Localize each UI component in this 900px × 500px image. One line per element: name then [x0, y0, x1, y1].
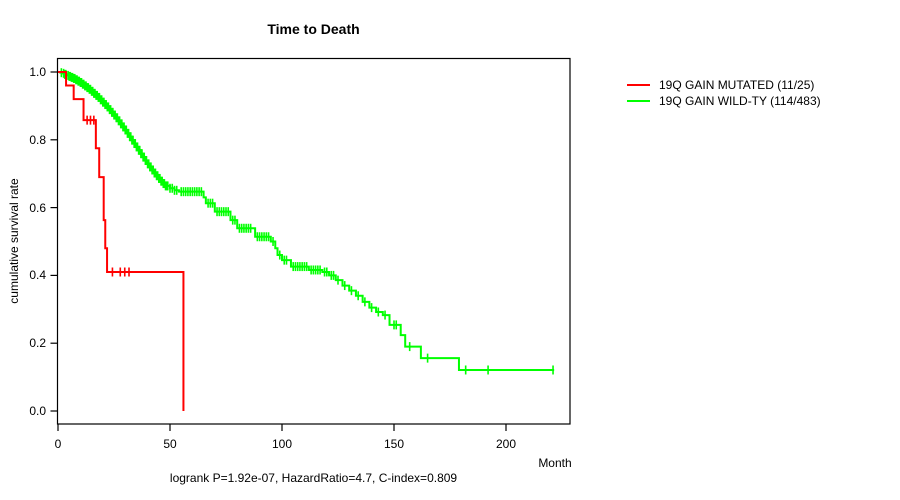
mutated-line-swatch	[627, 84, 650, 86]
wildtype-line-swatch	[627, 100, 650, 102]
x-tick-label: 200	[495, 437, 517, 451]
y-axis-label: cumulative survival rate	[7, 178, 21, 304]
x-tick-label: 100	[271, 437, 293, 451]
y-tick-label: 0.6	[29, 200, 46, 215]
y-tick-label: 1.0	[29, 65, 46, 79]
y-tick-label: 0.0	[29, 404, 46, 418]
y-tick-label: 0.4	[29, 268, 46, 283]
survival-curve	[58, 71, 185, 411]
legend-label-mutated: 19Q GAIN MUTATED (11/25)	[659, 78, 815, 92]
legend-item-mutated: 19Q GAIN MUTATED (11/25)	[627, 78, 821, 92]
plot-box	[56, 57, 571, 425]
legend: 19Q GAIN MUTATED (11/25) 19Q GAIN WILD-T…	[627, 78, 821, 108]
legend-item-wildtype: 19Q GAIN WILD-TY (114/483)	[627, 94, 821, 108]
legend-label-wildtype: 19Q GAIN WILD-TY (114/483)	[659, 94, 821, 108]
page-title: Time to Death	[267, 21, 360, 37]
x-tick-label: 150	[383, 437, 405, 451]
stats-footer: logrank P=1.92e-07, HazardRatio=4.7, C-i…	[169, 471, 458, 485]
x-tick-label: 0	[54, 437, 62, 451]
y-tick-label: 0.2	[29, 336, 46, 351]
x-tick-label: 50	[163, 437, 177, 451]
x-axis-label: Month	[538, 456, 572, 470]
survival-curve	[58, 71, 555, 371]
y-tick-label: 0.8	[29, 132, 46, 147]
